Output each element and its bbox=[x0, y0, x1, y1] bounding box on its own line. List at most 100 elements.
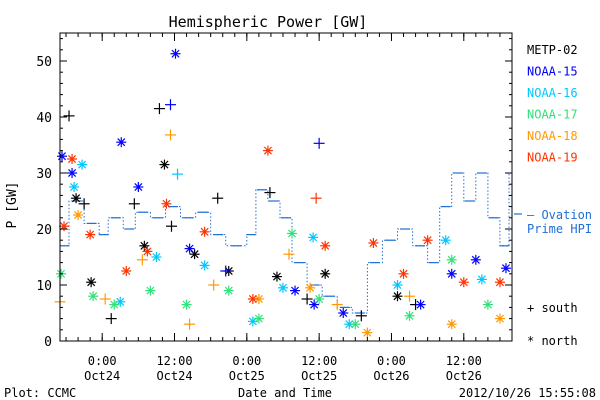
point-noaa-19-north bbox=[422, 235, 433, 246]
point-noaa-15-north bbox=[116, 137, 127, 148]
point-metp-02-south bbox=[153, 103, 165, 115]
point-noaa-19-north bbox=[398, 268, 409, 279]
plot-timestamp: 2012/10/26 15:55:08 bbox=[459, 386, 596, 400]
x-tick-label-date: Oct26 bbox=[446, 369, 482, 383]
model-step-line bbox=[60, 172, 512, 314]
point-metp-02-south bbox=[128, 198, 140, 210]
point-noaa-17-north bbox=[287, 228, 298, 239]
y-tick-label: 30 bbox=[36, 167, 52, 182]
point-noaa-19-north bbox=[59, 221, 70, 232]
point-noaa-16-north bbox=[277, 282, 288, 293]
legend-entry-metp-02: METP-02 bbox=[527, 43, 578, 57]
x-tick-label-time: 12:00 bbox=[156, 354, 192, 368]
point-noaa-18-north bbox=[446, 319, 457, 330]
point-noaa-19-north bbox=[247, 294, 258, 304]
y-tick-label: 50 bbox=[36, 55, 52, 70]
point-noaa-19-north bbox=[320, 240, 331, 251]
point-noaa-19-south bbox=[310, 192, 322, 204]
point-noaa-18-south bbox=[136, 254, 148, 266]
point-noaa-19-north bbox=[85, 229, 96, 240]
point-noaa-19-north bbox=[199, 226, 210, 237]
x-tick-label-date: Oct24 bbox=[156, 369, 192, 383]
y-tick-label: 20 bbox=[36, 223, 52, 238]
x-tick-label-time: 0:00 bbox=[88, 354, 117, 368]
y-axis-label: P [GW] bbox=[5, 182, 20, 229]
point-noaa-15-south bbox=[164, 99, 176, 111]
legend-entry-noaa-16: NOAA-16 bbox=[527, 86, 578, 100]
point-noaa-17-north bbox=[446, 254, 457, 265]
legend-entry-noaa-17: NOAA-17 bbox=[527, 108, 578, 122]
point-noaa-19-north bbox=[368, 238, 379, 248]
x-tick-label-date: Oct25 bbox=[229, 369, 265, 383]
point-metp-02-north bbox=[86, 277, 97, 288]
point-noaa-17-north bbox=[88, 291, 99, 302]
point-noaa-15-south bbox=[313, 137, 325, 149]
point-noaa-17-north bbox=[350, 319, 361, 330]
point-noaa-16-north bbox=[77, 159, 88, 170]
point-noaa-19-north bbox=[494, 277, 505, 288]
point-noaa-18-south bbox=[404, 290, 416, 302]
y-tick-label: 40 bbox=[36, 111, 52, 126]
point-noaa-16-north bbox=[69, 182, 80, 192]
point-noaa-17-north bbox=[482, 299, 493, 310]
model-legend-label-1: — Ovation bbox=[527, 208, 592, 222]
point-noaa-18-south bbox=[208, 279, 220, 291]
point-metp-02-south bbox=[264, 187, 276, 199]
y-tick-label: 0 bbox=[44, 335, 52, 350]
x-ticks: 0:00Oct2412:00Oct240:00Oct2512:00Oct250:… bbox=[65, 33, 513, 383]
legend-entry-noaa-19: NOAA-19 bbox=[527, 151, 578, 165]
point-noaa-18-south bbox=[99, 293, 111, 305]
point-noaa-18-south bbox=[164, 129, 176, 141]
y-ticks: 0 10 20 30 40 50 bbox=[36, 38, 512, 350]
legend: METP-02 NOAA-15 NOAA-16 NOAA-17 NOAA-18 NOAA-… bbox=[527, 43, 578, 165]
point-metp-02-south bbox=[105, 313, 117, 325]
x-tick-label-time: 0:00 bbox=[377, 354, 406, 368]
point-metp-02-south bbox=[212, 192, 224, 204]
point-metp-02-north bbox=[71, 193, 82, 204]
point-noaa-15-north bbox=[290, 285, 301, 296]
x-tick-label-date: Oct26 bbox=[373, 369, 409, 383]
point-noaa-15-north bbox=[446, 268, 457, 279]
point-noaa-18-south bbox=[283, 248, 295, 260]
point-noaa-19-north bbox=[142, 246, 153, 257]
point-noaa-16-north bbox=[476, 274, 487, 285]
north-symbol-legend: * north bbox=[527, 334, 578, 348]
point-noaa-18-south bbox=[184, 318, 196, 330]
point-noaa-18-north bbox=[305, 282, 316, 293]
point-noaa-17-north bbox=[181, 299, 192, 310]
point-noaa-16-north bbox=[151, 252, 162, 262]
point-noaa-19-north bbox=[121, 266, 132, 276]
point-metp-02-north bbox=[320, 268, 331, 279]
plot-credit: Plot: CCMC bbox=[4, 386, 76, 400]
point-noaa-17-north bbox=[314, 294, 325, 304]
point-metp-02-north bbox=[159, 159, 170, 170]
x-tick-label-date: Oct25 bbox=[301, 369, 337, 383]
point-noaa-19-north bbox=[262, 145, 273, 156]
point-noaa-17-north bbox=[223, 285, 234, 296]
point-noaa-15-north bbox=[133, 182, 144, 192]
point-noaa-17-north bbox=[404, 310, 415, 321]
point-noaa-15-north bbox=[67, 168, 78, 178]
point-metp-02-south bbox=[63, 110, 75, 122]
point-noaa-18-south bbox=[331, 299, 343, 311]
point-noaa-17-north bbox=[109, 299, 120, 310]
plot-frame bbox=[59, 32, 513, 342]
point-noaa-19-north bbox=[161, 198, 172, 209]
point-noaa-17-north bbox=[145, 285, 156, 296]
point-noaa-15-south bbox=[220, 265, 232, 277]
point-noaa-19-north bbox=[67, 154, 78, 164]
x-tick-label-time: 12:00 bbox=[301, 354, 337, 368]
point-metp-02-north bbox=[392, 291, 403, 302]
point-noaa-15-north bbox=[170, 48, 181, 59]
point-noaa-15-north bbox=[500, 263, 511, 274]
model-legend-label-2: Prime HPI bbox=[527, 222, 592, 236]
x-tick-label-date: Oct24 bbox=[84, 369, 120, 383]
data-points bbox=[54, 48, 511, 338]
point-noaa-16-north bbox=[440, 235, 451, 246]
legend-entry-noaa-18: NOAA-18 bbox=[527, 129, 578, 143]
ovation-prime-model-line bbox=[59, 172, 522, 314]
point-noaa-16-north bbox=[344, 319, 355, 330]
point-metp-02-south bbox=[301, 293, 313, 305]
point-noaa-16-north bbox=[392, 280, 403, 290]
point-noaa-19-north bbox=[458, 277, 469, 288]
